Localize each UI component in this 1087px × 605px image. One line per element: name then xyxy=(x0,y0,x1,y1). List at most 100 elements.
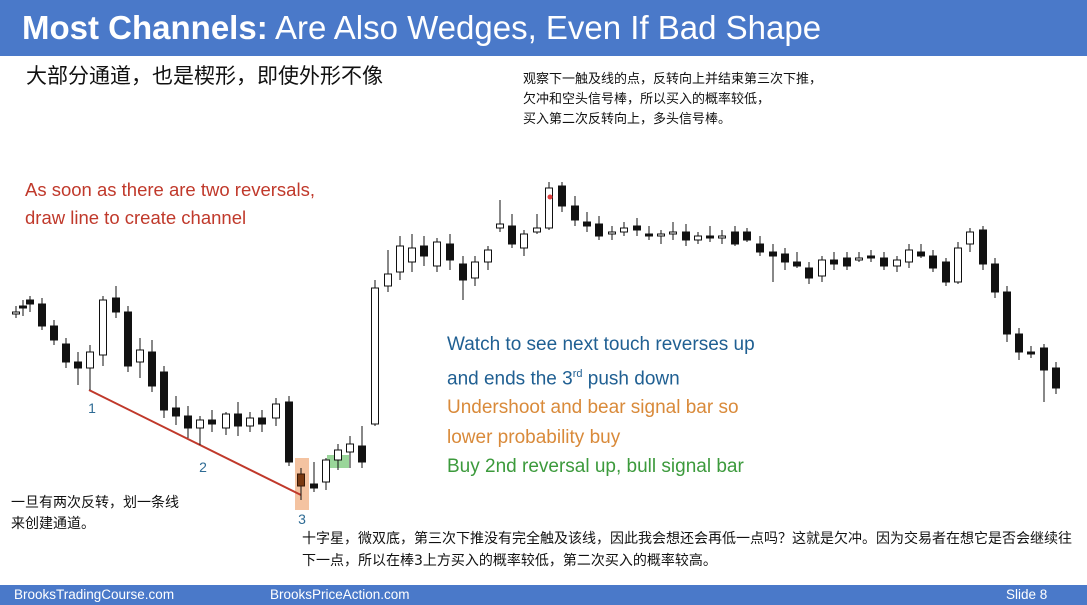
bear-candle xyxy=(769,251,777,257)
bear-candle xyxy=(148,351,156,387)
note-cn-top-line: 买入第二次反转向上，多头信号棒。 xyxy=(523,112,732,127)
bear-candle xyxy=(1040,347,1048,371)
slide-title-rest: Are Also Wedges, Even If Bad Shape xyxy=(267,9,822,46)
note-watch-line2: and ends the 3rd push down xyxy=(447,360,755,394)
bear-candle xyxy=(74,361,82,369)
bear-candle xyxy=(731,231,739,245)
bear-candle xyxy=(124,311,132,367)
point-label-3: 3 xyxy=(298,511,306,527)
bull-candle xyxy=(657,233,665,237)
note-reversals: As soon as there are two reversals, draw… xyxy=(25,176,315,232)
bull-candle xyxy=(346,443,354,453)
bull-candle xyxy=(905,249,913,263)
bull-candle xyxy=(396,245,404,273)
bull-candle xyxy=(533,227,541,233)
bear-candle xyxy=(508,225,516,245)
bear-candle xyxy=(1027,351,1035,355)
subtitle-cn: 大部分通道，也是楔形，即使外形不像 xyxy=(26,64,383,88)
signal-bar-3 xyxy=(297,473,305,487)
point-label-2: 2 xyxy=(199,459,207,475)
bear-candle xyxy=(38,303,46,327)
bear-candle xyxy=(942,261,950,283)
footer-middle: BrooksPriceAction.com xyxy=(270,587,410,602)
note-watch-line4: lower probability buy xyxy=(447,426,621,448)
note-watch: Watch to see next touch reverses up and … xyxy=(447,330,755,482)
note-watch-line1: Watch to see next touch reverses up xyxy=(447,334,755,355)
bear-candle xyxy=(208,419,216,425)
bull-candle xyxy=(718,235,726,239)
bear-candle xyxy=(19,305,27,309)
bear-candle xyxy=(112,297,120,313)
bear-candle xyxy=(1052,367,1060,389)
bull-candle xyxy=(520,233,528,249)
bull-candle xyxy=(433,241,441,267)
bear-candle xyxy=(358,445,366,463)
bull-candle xyxy=(334,449,342,461)
footer-bar: BrooksTradingCourse.com BrooksPriceActio… xyxy=(0,585,1087,605)
note-cn-top-line: 欠冲和空头信号棒，所以买入的概率较低， xyxy=(523,92,771,107)
bull-candle xyxy=(496,223,504,229)
bull-candle xyxy=(86,351,94,369)
footer-left: BrooksTradingCourse.com xyxy=(14,587,175,602)
bear-candle xyxy=(571,205,579,221)
bear-candle xyxy=(160,371,168,411)
bear-candle xyxy=(743,231,751,241)
bull-candle xyxy=(545,187,553,229)
bull-candle xyxy=(608,231,616,235)
bull-candle xyxy=(408,247,416,263)
bull-candle xyxy=(384,273,392,287)
bull-candle xyxy=(669,231,677,235)
slide-title-bold: Most Channels: xyxy=(22,9,268,46)
footer-right: Slide 8 xyxy=(1006,587,1048,602)
bear-candle xyxy=(793,261,801,267)
slide-title: Most Channels: Are Also Wedges, Even If … xyxy=(22,6,821,50)
note-watch-line5: Buy 2nd reversal up, bull signal bar xyxy=(447,456,744,478)
bull-candle xyxy=(136,349,144,363)
channel-line xyxy=(88,389,302,496)
bull-candle xyxy=(222,413,230,429)
bull-candle xyxy=(620,227,628,233)
bull-candle xyxy=(12,311,20,315)
note-reversals-line: As soon as there are two reversals, xyxy=(25,179,315,200)
bear-candle xyxy=(26,299,34,305)
bear-candle xyxy=(50,325,58,341)
bear-candle xyxy=(917,251,925,257)
bear-candle xyxy=(645,233,653,237)
note-cn-bottom: 十字星，微双底，第三次下推没有完全触及该线，因此我会想还会再低一点吗？这就是欠冲… xyxy=(302,531,1072,569)
bull-candle xyxy=(484,249,492,263)
note-cn-left-line: 来创建通道。 xyxy=(11,516,95,532)
bear-candle xyxy=(830,259,838,265)
note-watch-line2-sup: rd xyxy=(572,367,583,380)
note-cn-left-line: 一旦有两次反转，划一条线 xyxy=(11,495,179,511)
bear-candle xyxy=(62,343,70,363)
bear-candle xyxy=(459,263,467,281)
bull-candle xyxy=(966,231,974,245)
bull-candle xyxy=(694,235,702,241)
bear-candle xyxy=(310,483,318,489)
bear-candle xyxy=(781,253,789,263)
note-cn-left: 一旦有两次反转，划一条线 来创建通道。 xyxy=(11,493,179,535)
bear-candle xyxy=(420,245,428,257)
bear-candle xyxy=(843,257,851,267)
bear-candle xyxy=(706,235,714,239)
bull-candle xyxy=(322,459,330,483)
bull-candle xyxy=(893,259,901,267)
bear-candle xyxy=(880,257,888,267)
bear-candle xyxy=(1015,333,1023,353)
bear-candle xyxy=(446,243,454,261)
bear-candle xyxy=(558,185,566,207)
bull-candle xyxy=(855,257,863,261)
bear-candle xyxy=(633,225,641,231)
bull-candle xyxy=(196,419,204,429)
bull-candle xyxy=(246,417,254,427)
bull-candle xyxy=(371,287,379,425)
bear-candle xyxy=(172,407,180,417)
bull-candle xyxy=(954,247,962,283)
bear-candle xyxy=(595,223,603,237)
bear-candle xyxy=(805,267,813,279)
point-label-1: 1 xyxy=(88,400,96,416)
bull-candle xyxy=(471,261,479,279)
note-reversals-line: draw line to create channel xyxy=(25,207,247,228)
bull-candle xyxy=(99,299,107,356)
title-bar: Most Channels: Are Also Wedges, Even If … xyxy=(0,0,1087,56)
